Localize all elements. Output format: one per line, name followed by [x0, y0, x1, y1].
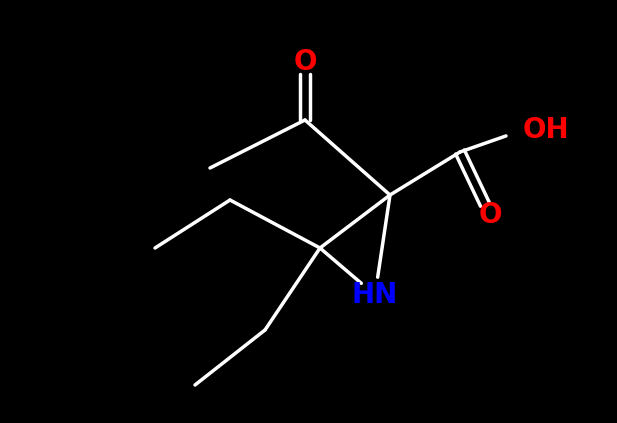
Text: O: O — [478, 201, 502, 229]
Text: OH: OH — [523, 116, 569, 144]
Text: HN: HN — [352, 281, 398, 309]
Text: O: O — [293, 48, 317, 76]
